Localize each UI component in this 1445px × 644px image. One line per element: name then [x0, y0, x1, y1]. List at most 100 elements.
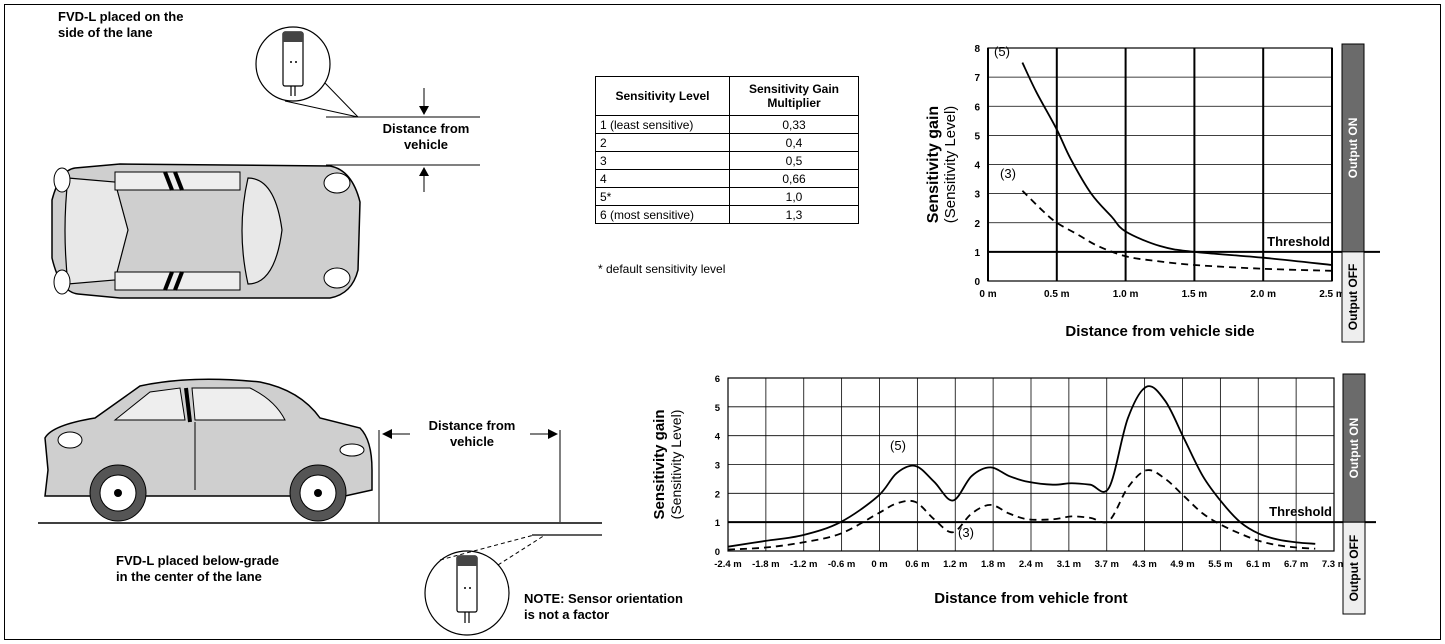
table-row: 6 (most sensitive) 1,3 [595, 205, 859, 224]
series-label: (3) [1000, 166, 1016, 181]
chart2-threshold-label: Threshold [1269, 504, 1332, 519]
x-tick-label: 2.5 m [1319, 289, 1345, 300]
plot-border [727, 377, 1335, 552]
table-cell: 0,33 [729, 115, 859, 134]
x-tick-label: 2.4 m [1019, 559, 1043, 570]
chart2-xlabel: Distance from vehicle front [934, 590, 1127, 607]
chart2-output-bar: Output ON Output OFF [1342, 373, 1366, 615]
chart2-ylabel2: (Sensitivity Level) [668, 410, 684, 520]
table-cell: 0,5 [729, 151, 859, 170]
y-tick-label: 4 [974, 161, 980, 172]
y-tick-label: 2 [715, 489, 720, 500]
sensor-detail-icon [255, 26, 359, 118]
side-placement-label: FVD-L placed on the side of the lane [58, 9, 184, 40]
table-cell: 4 [595, 169, 730, 188]
table-header-row: Sensitivity Level Sensitivity Gain Multi… [595, 76, 859, 116]
table-cell: 5* [595, 187, 730, 206]
side-view-illustration [38, 378, 602, 636]
output-off-label: Output OFF [1346, 264, 1360, 331]
x-tick-label: 3.1 m [1057, 559, 1081, 570]
sensitivity-table: Sensitivity Level Sensitivity Gain Multi… [595, 76, 859, 224]
front-distance-marker [378, 429, 561, 522]
y-tick-label: 6 [974, 102, 980, 113]
table-cell: 3 [595, 151, 730, 170]
y-tick-label: 2 [974, 219, 980, 230]
x-tick-label: 0.6 m [905, 559, 929, 570]
chart1-threshold-label: Threshold [1267, 234, 1330, 249]
x-tick-label: -1.8 m [752, 559, 779, 570]
series-line-level-3 [727, 469, 1316, 551]
x-tick-label: 0.5 m [1044, 289, 1070, 300]
chart2-ylabel: Sensitivity gain [651, 409, 668, 519]
table-row: 4 0,66 [595, 169, 859, 188]
table-row: 1 (least sensitive) 0,33 [595, 115, 859, 134]
car-top-view [51, 163, 361, 299]
table-header: Sensitivity Level [595, 76, 730, 116]
y-tick-label: 8 [974, 44, 980, 55]
front-distance-label: Distance from vehicle [428, 418, 516, 449]
table-cell: 1,0 [729, 187, 859, 206]
figure-frame [4, 4, 1441, 640]
x-tick-label: 5.5 m [1208, 559, 1232, 570]
table-footnote: * default sensitivity level [598, 262, 726, 276]
table-header: Sensitivity Gain Multiplier [729, 76, 859, 116]
x-tick-label: 4.3 m [1132, 559, 1156, 570]
x-tick-label: 1.2 m [943, 559, 967, 570]
chart1-xlabel: Distance from vehicle side [1065, 323, 1254, 340]
orientation-note: NOTE: Sensor orientation is not a factor [524, 591, 683, 622]
output-off-label: Output OFF [1347, 535, 1361, 602]
plot-border [987, 47, 1333, 282]
x-tick-label: 1.8 m [981, 559, 1005, 570]
series-line-level-3 [1021, 190, 1333, 272]
x-tick-label: 2.0 m [1250, 289, 1276, 300]
y-tick-label: 5 [715, 403, 721, 414]
chart2-series: (5) (3) [727, 385, 1316, 551]
output-on-label: Output ON [1347, 418, 1361, 479]
series-line-level-5 [727, 385, 1316, 548]
table-row: 2 0,4 [595, 133, 859, 152]
front-distance-chart: (5) (3) 0 1 2 3 4 5 6 -2.4 m -1.8 m -1.2 m -0.6 m 0 … [651, 373, 1376, 615]
chart1-ylabel2: (Sensitivity Level) [942, 106, 959, 224]
table-cell: 1,3 [729, 205, 859, 224]
series-label: (3) [958, 525, 974, 540]
x-tick-label: 4.9 m [1170, 559, 1194, 570]
y-tick-label: 0 [974, 277, 980, 288]
series-label: (5) [890, 438, 906, 453]
table-row: 5* 1,0 [595, 187, 859, 206]
below-grade-sensor-icon [424, 534, 546, 636]
table-cell: 6 (most sensitive) [595, 205, 730, 224]
chart1-series: (5) (3) [994, 44, 1333, 272]
x-tick-label: 0 m [871, 559, 887, 570]
y-tick-label: 1 [715, 518, 721, 529]
output-on-label: Output ON [1346, 118, 1360, 179]
chart2-ticks: 0 1 2 3 4 5 6 -2.4 m -1.8 m -1.2 m -0.6 m 0 m 0.6 m 1… [714, 374, 1346, 570]
y-tick-label: 1 [974, 248, 980, 259]
x-tick-label: -2.4 m [714, 559, 741, 570]
chart1-output-bar: Output ON Output OFF [1341, 43, 1365, 343]
y-tick-label: 7 [974, 73, 980, 84]
x-tick-label: -1.2 m [790, 559, 817, 570]
chart1-grid [987, 47, 1380, 282]
below-grade-placement-label: FVD-L placed below-grade in the center o… [116, 553, 280, 584]
table-cell: 1 (least sensitive) [595, 115, 730, 134]
x-tick-label: 6.7 m [1284, 559, 1308, 570]
side-distance-label: Distance from vehicle [382, 121, 470, 152]
distance-marker [326, 88, 480, 192]
side-distance-chart: (5) (3) 0 1 2 3 4 5 6 7 8 0 m 0.5 m 1.0 m 1.5 m 2.0 m 2… [925, 43, 1380, 343]
chart1-ylabel: Sensitivity gain [925, 106, 942, 223]
table-cell: 0,66 [729, 169, 859, 188]
y-tick-label: 4 [715, 432, 721, 443]
car-side-view [44, 378, 373, 522]
y-tick-label: 3 [974, 190, 980, 201]
table-cell: 0,4 [729, 133, 859, 152]
table-cell: 2 [595, 133, 730, 152]
x-tick-label: -0.6 m [828, 559, 855, 570]
top-view-illustration [51, 26, 480, 299]
table-row: 3 0,5 [595, 151, 859, 170]
series-label: (5) [994, 44, 1010, 59]
output-off-region [1342, 521, 1366, 615]
output-off-region [1341, 251, 1365, 343]
y-tick-label: 6 [715, 374, 720, 385]
y-tick-label: 5 [974, 131, 980, 142]
x-tick-label: 1.0 m [1113, 289, 1139, 300]
